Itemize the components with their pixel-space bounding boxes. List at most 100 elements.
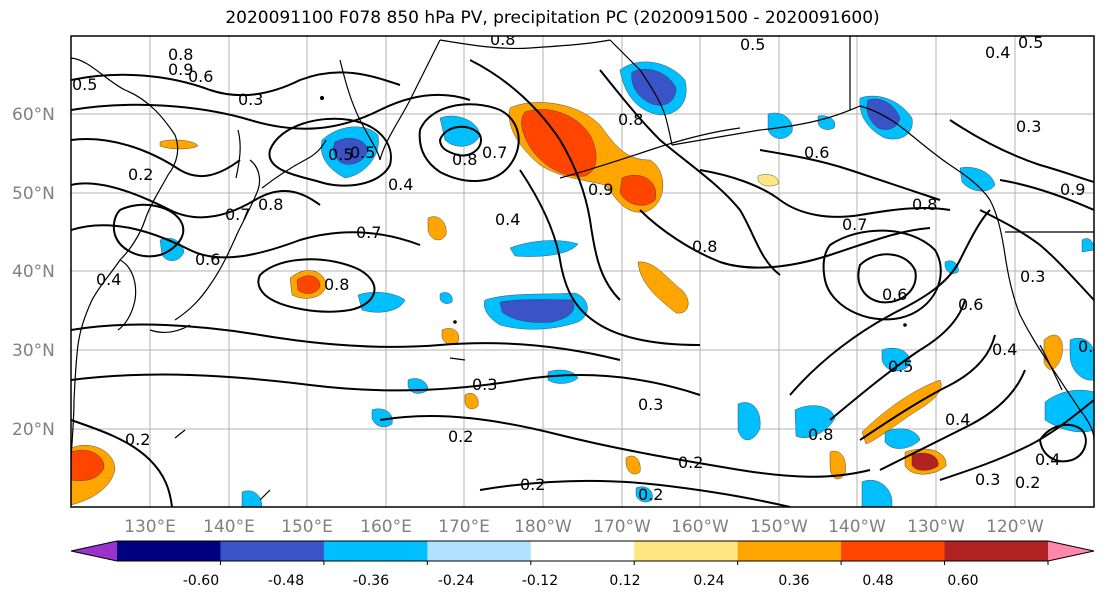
contour-label: 0.5 [350,143,375,162]
precip-positive-small-1 [159,139,199,150]
precip-negative-157w [737,402,761,441]
contour-label: 0.7 [842,215,867,234]
contour-label: 0.8 [912,195,937,214]
contour-label: 0.2 [520,475,545,494]
colorbar-extend-low [71,541,117,561]
contour-label: 0.4 [1035,450,1060,469]
precip-positive-east-coast [1043,334,1063,370]
contour-label: 0.3 [472,375,497,394]
colorbar-segment [841,541,946,561]
precip-negative-small-3 [547,369,579,384]
contour-label: 0.8 [808,425,833,444]
colorbar-tick-label: 0.12 [609,573,640,589]
colorbar-tick-label: 0.48 [862,573,893,589]
colorbar-tick-label: -0.48 [268,573,304,589]
precip-negative-140e-south [241,490,263,507]
lon-label: 140°E [203,517,255,537]
precip-negative-small-2 [371,408,393,428]
contour-label: 0.2 [678,453,703,472]
coast-baja [1039,344,1063,391]
precip-negative-small-5 [944,260,959,274]
precip-negative-120w [1044,389,1094,433]
contour-label: 0.7 [356,223,381,242]
lon-label: 160°E [360,517,412,537]
contour-label: 0.2 [125,430,150,449]
precip-negative-134w [881,347,911,372]
contour-label: 0.4 [945,410,970,429]
coast-chukotka [439,39,611,50]
contour-label: 0.4 [495,210,520,229]
precip-negative-155w [767,112,793,139]
colorbar-segment [634,541,739,561]
contour-label: 0.3 [1020,267,1045,286]
coast-kamchatka [339,39,441,161]
contour-label: 0.9 [168,60,193,79]
lat-label-30n: 30°N [12,341,55,361]
lon-label: 120°W [986,517,1044,537]
contour-label: 0.8 [490,30,515,49]
precip-positive-sw-corner-core [71,449,105,481]
contour-label: 0.5 [1018,33,1043,52]
precip-positive-aleutian-east [619,175,656,206]
lat-label-40n: 40°N [12,262,55,282]
lon-label: 130°E [124,517,176,537]
colorbar-tick-label: 0.36 [778,573,809,589]
contour-label: 0.6 [804,143,829,162]
contour-label: 0.9 [1060,180,1085,199]
precip-negative-small-7 [635,486,653,503]
contour-labels: 0.8 0.9 0.6 0.5 0.3 0.2 0.4 0.5 0.8 0.7 … [72,30,1094,504]
colorbar-tick-label: 0.60 [947,573,978,589]
colorbar-segment [117,541,221,561]
coast-kurils [261,139,327,189]
contour-label: 0.2 [1015,473,1040,492]
precip-negative-bering-core [631,69,677,106]
coast-aleutians [559,127,741,179]
lon-label: 170°W [593,517,651,537]
contour-label: 0.2 [638,485,663,504]
precip-negative-178w [509,240,579,257]
contour-label: 0.3 [1016,117,1041,136]
precip-negative-158e [357,292,406,313]
contour-label: 0.4 [388,175,413,194]
colorbar-outline [70,540,1095,562]
colorbar-segment [737,541,842,561]
coast-asia [71,57,179,461]
precip-negative-gulf-alaska-core [866,98,901,130]
lon-label: 180°W [514,517,572,537]
lon-label: 140°W [828,517,886,537]
pv-contours [71,59,1094,507]
precip-positive-170w [637,261,689,314]
contour-label: 0.3 [975,470,1000,489]
contour-label: 0.6 [882,285,907,304]
contour-label: 0.5 [72,75,97,94]
precip-positive-small-3 [625,455,641,475]
contour-label: 0.6 [958,295,983,314]
precip-negative-canada [959,167,996,192]
colorbar-tick-label: -0.24 [438,573,474,589]
precip-positive-small-2 [441,328,460,345]
precip-positive-small-6 [757,174,779,187]
longitude-labels: 130°E 140°E 150°E 160°E 170°E 180°W 170°… [124,517,1044,537]
precip-positive-130w-core [911,452,939,471]
colorbar-tick-label: -0.36 [353,573,389,589]
precip-positive-aleutian-core [521,109,597,177]
colorbar-segment [530,541,635,561]
contour-label: 0.3 [638,395,663,414]
contour-label: 0.2 [128,165,153,184]
colorbar-segment [944,541,1049,561]
contour-label: 0.4 [985,43,1010,62]
precip-positive-small-5 [464,393,479,410]
colorbar-extend-high [1048,541,1094,561]
contour-label: 0.9 [588,180,613,199]
contour-label: 0.8 [452,150,477,169]
lon-label: 150°W [750,517,808,537]
colorbar-tick-label: -0.12 [522,573,558,589]
lon-label: 150°E [281,517,333,537]
contour-label: 0.8 [324,275,349,294]
gridlines [71,36,1094,507]
contour-label: 0.8 [258,195,283,214]
contour-label: 0.8 [168,45,193,64]
precip-positive-170e [427,216,447,241]
precip-negative-small-6 [1081,238,1094,253]
